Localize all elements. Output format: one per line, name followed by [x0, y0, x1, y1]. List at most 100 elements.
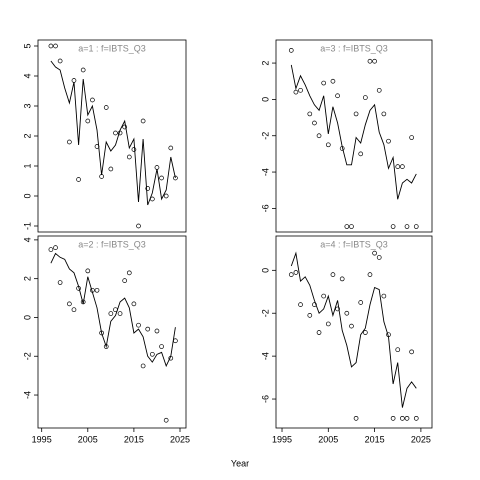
y-tick-label: -2: [22, 352, 32, 360]
observation-point: [163, 417, 169, 423]
observation-point: [90, 97, 95, 103]
x-axis-label: Year: [231, 458, 249, 468]
observation-point: [53, 43, 58, 49]
y-tick-label: -6: [260, 204, 270, 212]
observation-point: [330, 272, 336, 277]
observation-point: [149, 196, 155, 202]
observation-point: [325, 142, 331, 148]
observation-point: [293, 270, 299, 275]
y-tick-label: 2: [22, 276, 32, 281]
observation-point: [321, 80, 327, 86]
observation-point: [136, 322, 141, 328]
observation-point: [159, 175, 164, 181]
x-tick-label: 2005: [78, 434, 98, 444]
panel-frame: [275, 235, 433, 429]
y-tick-label: 2: [260, 61, 270, 66]
observation-point: [140, 363, 146, 369]
observation-point: [113, 307, 118, 313]
y-tick-label: 1: [22, 163, 32, 168]
observation-point: [126, 154, 132, 160]
observation-point: [312, 120, 317, 126]
observation-point: [358, 300, 364, 305]
observation-point: [131, 147, 137, 152]
observation-point: [335, 93, 340, 99]
observation-point: [367, 58, 373, 64]
observation-point: [154, 165, 160, 170]
y-tick-label: 2: [22, 133, 32, 138]
observation-point: [67, 139, 72, 145]
panel-title: a=3 : f=IBTS_Q3: [320, 43, 388, 53]
panel-title: a=1 : f=IBTS_Q3: [78, 43, 146, 53]
observation-point: [335, 306, 340, 312]
y-tick-label: 0: [260, 97, 270, 102]
observation-point: [136, 223, 141, 229]
series-line: [50, 252, 176, 368]
observation-point: [316, 330, 322, 335]
observation-point: [413, 224, 419, 229]
observation-point: [330, 78, 336, 84]
observation-point: [53, 245, 58, 250]
observation-point: [376, 87, 382, 93]
observation-point: [76, 177, 81, 182]
observation-point: [85, 118, 91, 124]
observation-point: [168, 145, 174, 151]
observation-point: [145, 186, 151, 191]
observation-point: [409, 349, 414, 355]
observation-point: [316, 133, 322, 139]
y-tick-label: 3: [22, 103, 32, 108]
observation-point: [395, 164, 401, 169]
observation-point: [372, 58, 377, 64]
observation-point: [413, 415, 419, 421]
y-tick-label: 4: [22, 237, 32, 242]
observation-point: [339, 146, 345, 151]
x-tick-label: 2015: [365, 434, 385, 444]
observation-point: [390, 224, 396, 229]
observation-point: [57, 280, 63, 285]
observation-point: [298, 87, 303, 93]
observation-point: [353, 111, 359, 117]
observation-point: [76, 286, 81, 291]
observation-point: [298, 302, 303, 307]
x-tick-label: 1995: [272, 434, 292, 444]
observation-point: [131, 301, 137, 307]
observation-point: [390, 415, 396, 421]
observation-point: [409, 135, 414, 140]
observation-point: [381, 111, 387, 117]
observation-point: [386, 332, 391, 338]
y-tick-label: 0: [22, 315, 32, 320]
observation-point: [362, 330, 368, 335]
observation-point: [149, 351, 155, 357]
observation-point: [288, 272, 294, 277]
observation-point: [168, 355, 174, 361]
observation-point: [386, 138, 391, 144]
y-tick-label: -4: [260, 352, 270, 360]
observation-point: [145, 326, 151, 332]
observation-point: [48, 43, 54, 49]
y-tick-label: -6: [260, 395, 270, 403]
observation-point: [117, 130, 123, 136]
observation-point: [339, 276, 345, 282]
observation-point: [307, 111, 313, 117]
observation-point: [94, 287, 100, 293]
observation-point: [122, 124, 128, 130]
observation-point: [173, 175, 178, 181]
observation-point: [321, 293, 327, 299]
x-tick-label: 2005: [318, 434, 338, 444]
series-line: [290, 64, 417, 200]
y-tick-label: 0: [22, 193, 32, 198]
observation-point: [173, 338, 178, 344]
observation-point: [103, 105, 109, 110]
observation-point: [358, 151, 364, 157]
panel-frame: [275, 39, 433, 233]
observation-point: [140, 118, 146, 124]
observation-point: [349, 224, 354, 229]
observation-point: [113, 130, 118, 136]
observation-point: [312, 302, 317, 307]
observation-point: [349, 323, 354, 329]
observation-point: [80, 299, 86, 305]
y-tick-label: -1: [22, 222, 32, 230]
observation-point: [372, 250, 377, 256]
panel-frame: [37, 235, 187, 429]
observation-point: [90, 287, 95, 293]
observation-point: [108, 311, 114, 316]
